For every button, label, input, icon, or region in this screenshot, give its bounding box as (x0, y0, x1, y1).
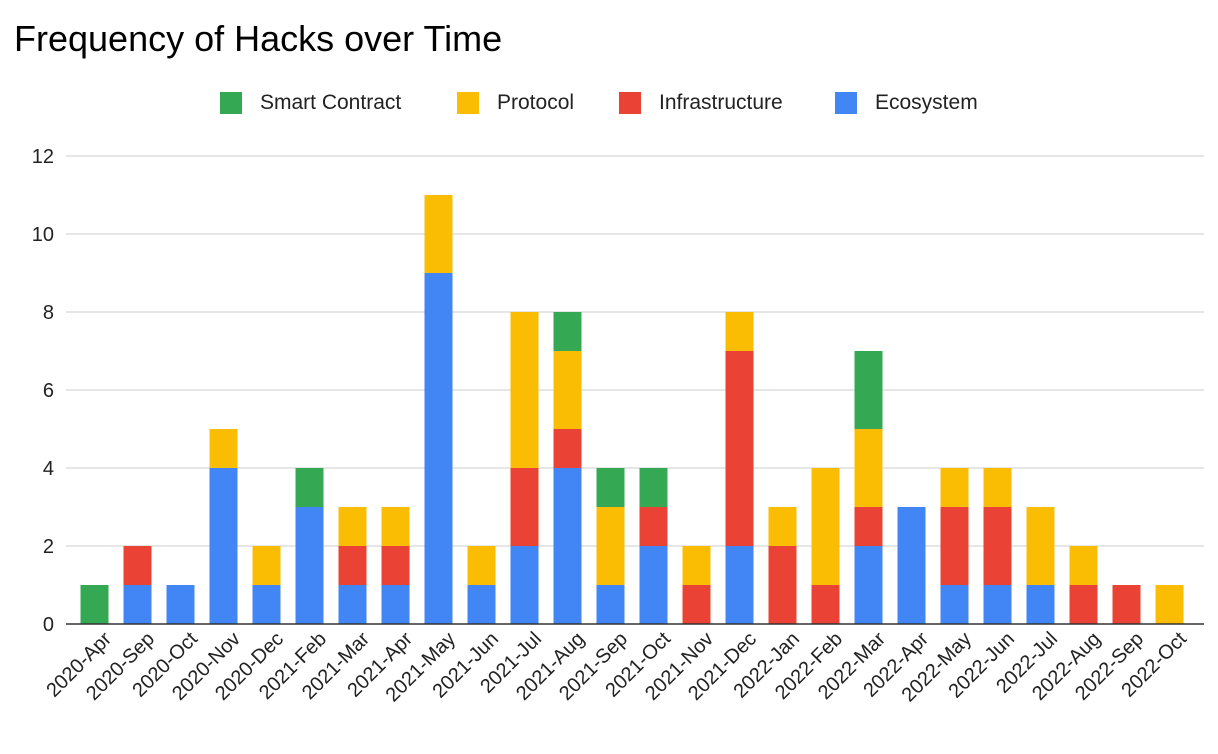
bar-infrastructure-2022-sep (1112, 585, 1141, 624)
bar-ecosystem-2022-may (940, 585, 969, 624)
bar-infrastructure-2022-feb (811, 585, 840, 624)
bar-protocol-2020-nov (209, 429, 238, 468)
bar-ecosystem-2021-feb (295, 507, 324, 624)
bar-infrastructure-2021-apr (381, 546, 410, 585)
y-tick-label: 8 (43, 302, 54, 324)
bar-smart-contract-2022-mar (854, 351, 883, 429)
bar-protocol-2022-feb (811, 468, 840, 585)
bar-protocol-2021-dec (725, 312, 754, 351)
legend: Smart Contract Protocol Infrastructure E… (0, 86, 1218, 120)
bar-infrastructure-2022-jan (768, 546, 797, 624)
bar-protocol-2020-dec (252, 546, 281, 585)
bar-ecosystem-2021-sep (596, 585, 625, 624)
bar-ecosystem-2022-jul (1026, 585, 1055, 624)
bars (80, 195, 1184, 624)
bar-ecosystem-2021-apr (381, 585, 410, 624)
legend-label-smart-contract: Smart Contract (260, 91, 402, 114)
legend-item-protocol: Protocol (457, 86, 574, 120)
bar-protocol-2021-mar (338, 507, 367, 546)
bar-ecosystem-2021-mar (338, 585, 367, 624)
bar-protocol-2021-nov (682, 546, 711, 585)
bar-infrastructure-2021-nov (682, 585, 711, 624)
y-tick-label: 10 (32, 224, 54, 246)
bar-ecosystem-2020-dec (252, 585, 281, 624)
bar-protocol-2022-aug (1069, 546, 1098, 585)
legend-swatch-protocol (457, 92, 479, 114)
y-tick-label: 0 (43, 614, 54, 636)
bar-protocol-2021-jul (510, 312, 539, 468)
legend-item-smart-contract: Smart Contract (220, 86, 401, 120)
bar-ecosystem-2021-jul (510, 546, 539, 624)
bar-infrastructure-2021-jul (510, 468, 539, 546)
bar-protocol-2021-apr (381, 507, 410, 546)
bar-protocol-2021-jun (467, 546, 496, 585)
bar-smart-contract-2021-aug (553, 312, 582, 351)
y-tick-label: 12 (32, 146, 54, 168)
bar-protocol-2021-sep (596, 507, 625, 585)
bar-infrastructure-2021-aug (553, 429, 582, 468)
y-tick-label: 2 (43, 536, 54, 558)
bar-ecosystem-2021-aug (553, 468, 582, 624)
bar-protocol-2022-mar (854, 429, 883, 507)
bar-infrastructure-2020-sep (123, 546, 152, 585)
bar-infrastructure-2022-mar (854, 507, 883, 546)
bar-protocol-2022-may (940, 468, 969, 507)
legend-item-infrastructure: Infrastructure (619, 86, 783, 120)
bar-ecosystem-2022-jun (983, 585, 1012, 624)
bar-smart-contract-2021-sep (596, 468, 625, 507)
bar-infrastructure-2021-oct (639, 507, 668, 546)
bar-infrastructure-2022-may (940, 507, 969, 585)
y-tick-label: 6 (43, 380, 54, 402)
bar-infrastructure-2022-jun (983, 507, 1012, 585)
legend-swatch-ecosystem (835, 92, 857, 114)
bar-protocol-2021-aug (553, 351, 582, 429)
bar-smart-contract-2020-apr (80, 585, 109, 624)
bar-ecosystem-2020-nov (209, 468, 238, 624)
legend-label-ecosystem: Ecosystem (875, 91, 978, 114)
bar-infrastructure-2021-dec (725, 351, 754, 546)
y-tick-label: 4 (43, 458, 54, 480)
chart-title: Frequency of Hacks over Time (14, 18, 503, 59)
bar-protocol-2022-jun (983, 468, 1012, 507)
bar-ecosystem-2020-oct (166, 585, 195, 624)
bar-infrastructure-2022-aug (1069, 585, 1098, 624)
bar-ecosystem-2021-oct (639, 546, 668, 624)
bar-ecosystem-2022-apr (897, 507, 926, 624)
legend-label-protocol: Protocol (497, 91, 575, 114)
bar-infrastructure-2021-mar (338, 546, 367, 585)
bar-ecosystem-2021-may (424, 273, 453, 624)
bar-ecosystem-2020-sep (123, 585, 152, 624)
bar-smart-contract-2021-oct (639, 468, 668, 507)
bar-ecosystem-2021-jun (467, 585, 496, 624)
legend-swatch-smart-contract (220, 92, 242, 114)
bar-smart-contract-2021-feb (295, 468, 324, 507)
bar-ecosystem-2021-dec (725, 546, 754, 624)
legend-swatch-infrastructure (619, 92, 641, 114)
bar-protocol-2022-oct (1155, 585, 1184, 624)
bar-protocol-2022-jul (1026, 507, 1055, 585)
legend-item-ecosystem: Ecosystem (835, 86, 978, 120)
x-axis-ticks: 2020-Apr2020-Sep2020-Oct2020-Nov2020-Dec… (42, 628, 1191, 707)
y-axis-ticks: 0 2 4 6 8 10 12 (32, 146, 54, 636)
legend-label-infrastructure: Infrastructure (659, 91, 783, 114)
bar-ecosystem-2022-mar (854, 546, 883, 624)
bar-protocol-2022-jan (768, 507, 797, 546)
bar-protocol-2021-may (424, 195, 453, 273)
